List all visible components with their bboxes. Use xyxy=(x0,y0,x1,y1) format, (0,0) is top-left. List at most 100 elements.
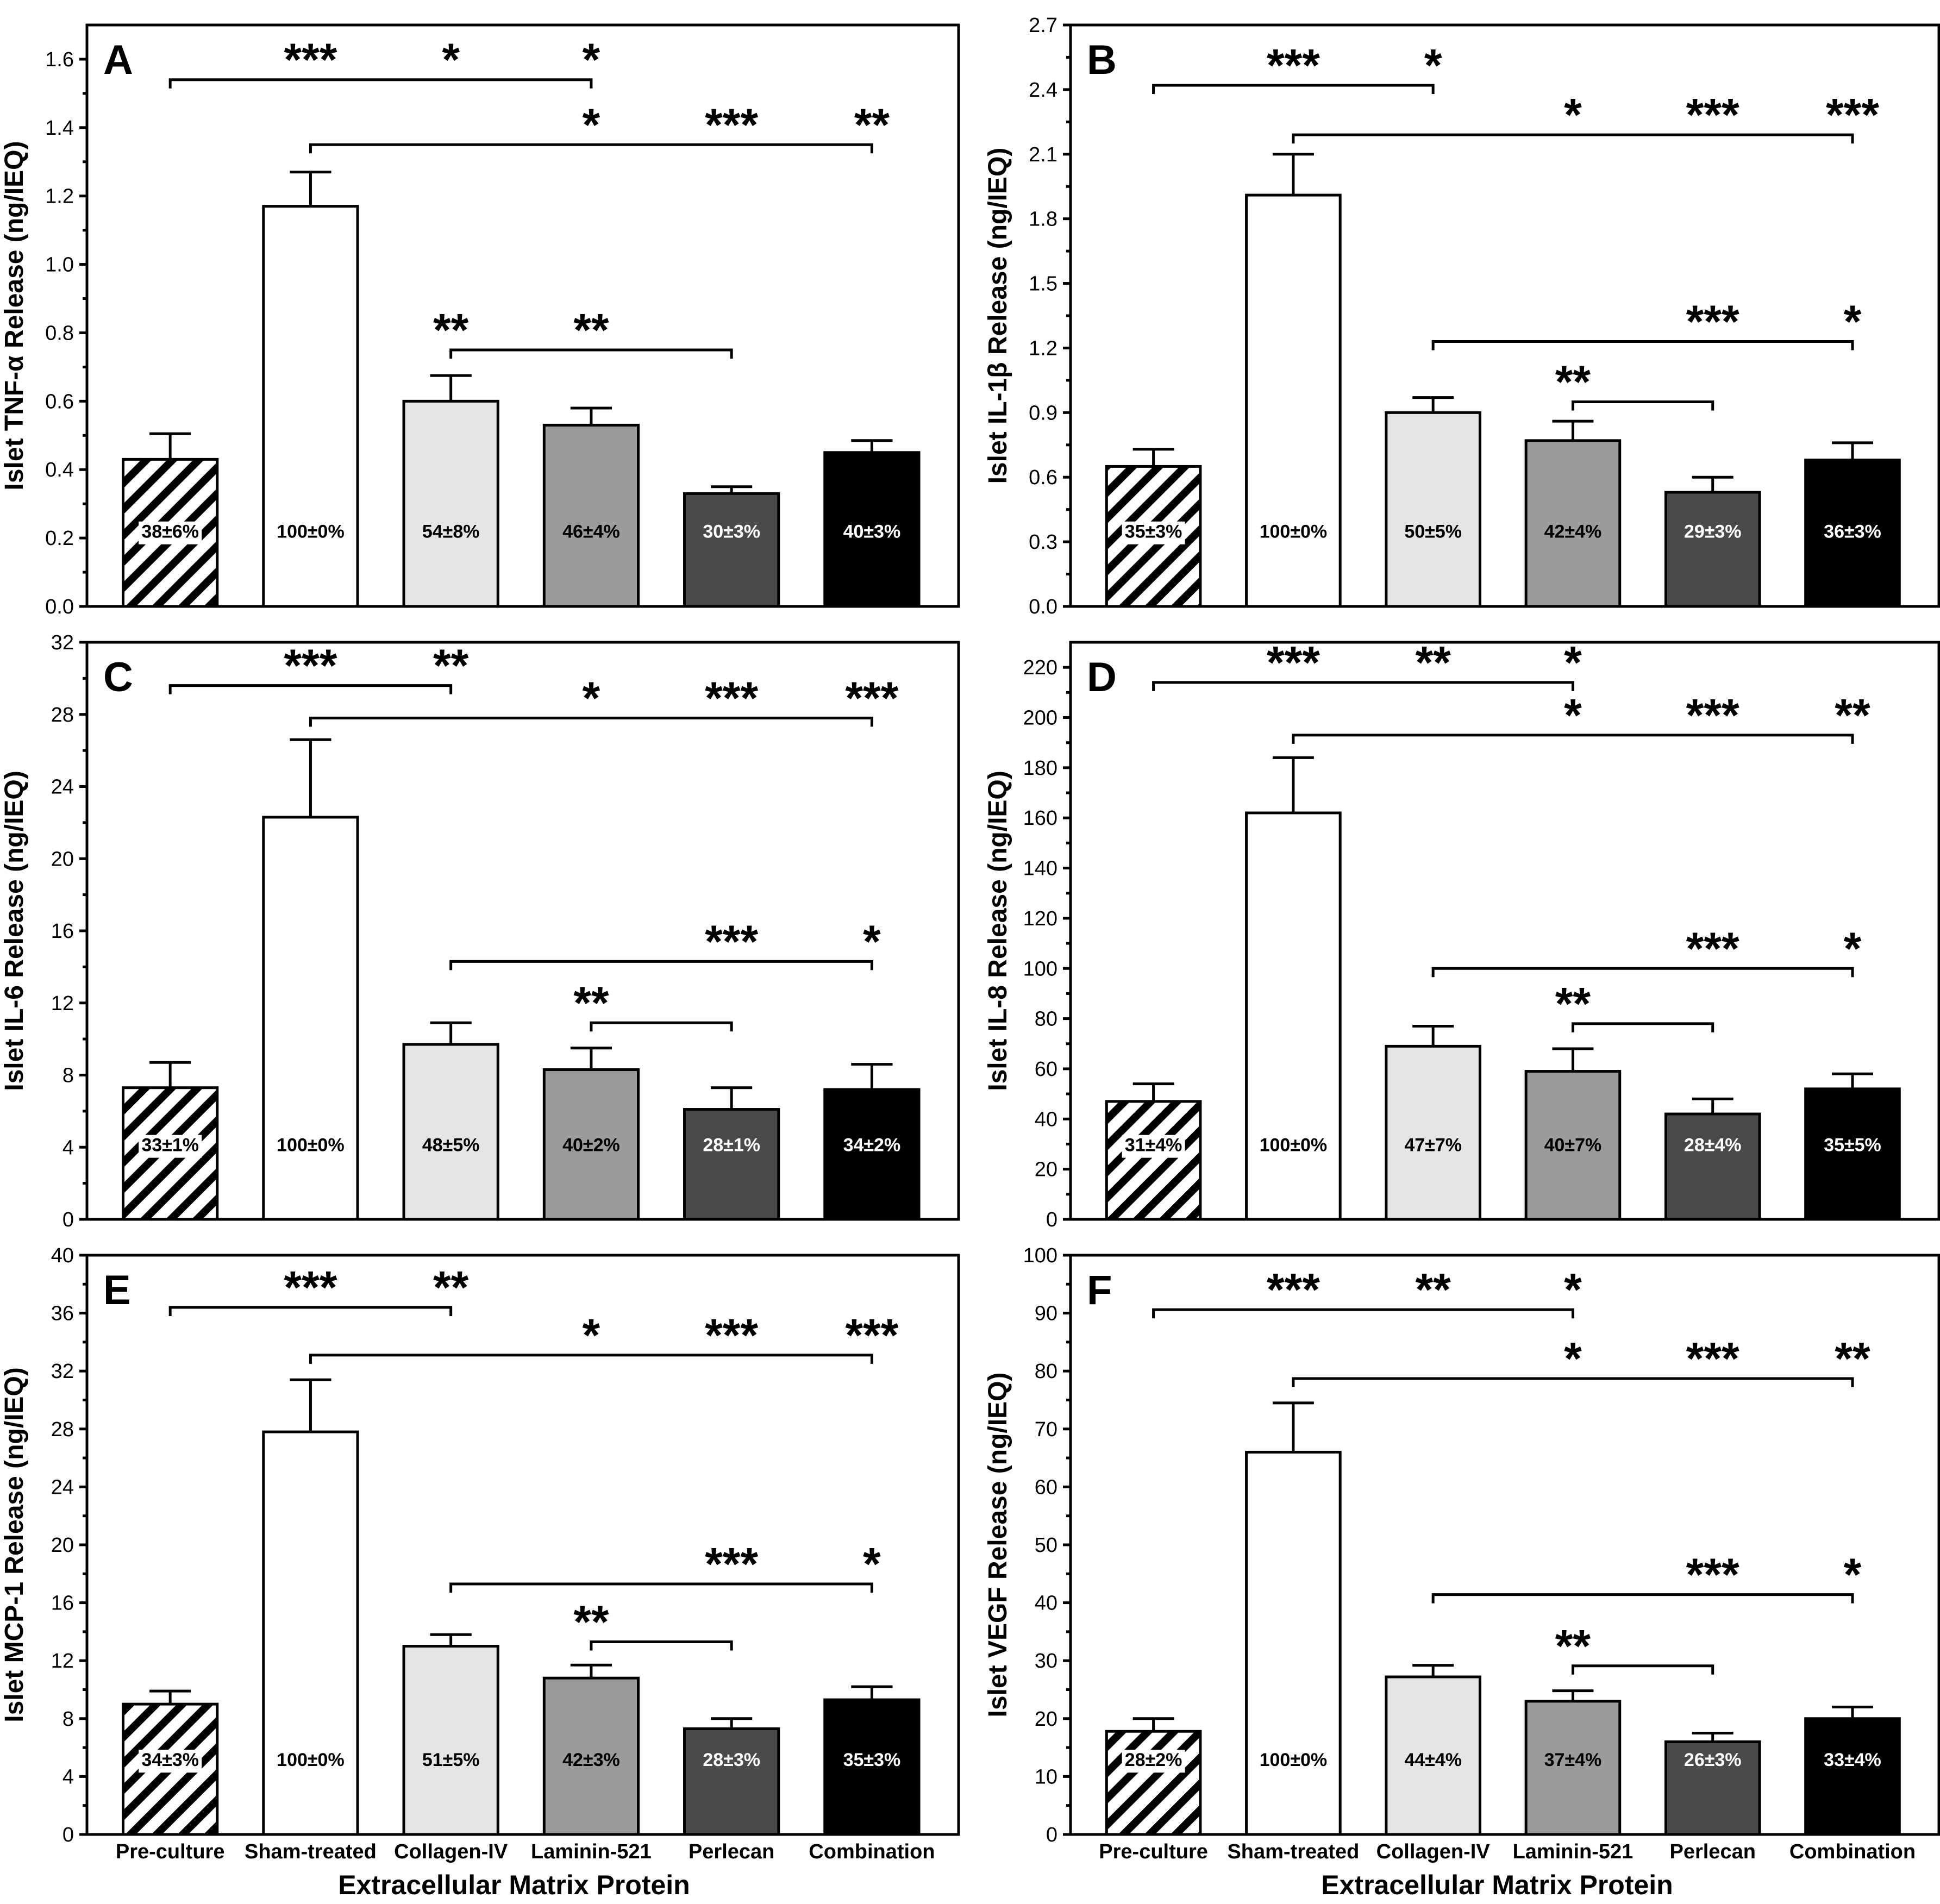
significance-bracket xyxy=(1571,1664,1714,1675)
percent-label: 100±0% xyxy=(277,1135,345,1156)
significance-bracket xyxy=(168,1306,453,1316)
y-tick-label: 28 xyxy=(51,1418,74,1441)
panel-letter-a: A xyxy=(103,37,133,83)
bar-laminin-521 xyxy=(542,1676,640,1836)
significance-bracket xyxy=(309,716,873,727)
bar-laminin-521 xyxy=(542,423,640,608)
y-tick-label: 0.6 xyxy=(1029,466,1057,489)
y-tick-label: 24 xyxy=(51,1476,74,1499)
significance-bracket xyxy=(309,1354,873,1364)
percent-label: 42±3% xyxy=(562,1750,620,1770)
percent-label: 44±4% xyxy=(1404,1750,1462,1770)
y-tick-label: 2.7 xyxy=(1029,14,1057,37)
chart-panel-d: 0 20 40 60 80 100 120 140 160 180 200 220 Islet IL-8… xyxy=(984,637,1940,1231)
percent-label: 46±4% xyxy=(562,522,620,542)
y-tick-label: 180 xyxy=(1023,757,1057,780)
significance-stars: *** xyxy=(1267,1264,1320,1315)
significance-bracket xyxy=(1431,1593,1854,1604)
significance-stars: ** xyxy=(1555,1620,1591,1671)
percent-label: 35±3% xyxy=(843,1750,901,1770)
y-tick-label: 60 xyxy=(1035,1476,1057,1499)
bar-laminin-521 xyxy=(1524,1700,1622,1836)
y-tick-label: 30 xyxy=(1035,1650,1057,1673)
percent-label: 26±3% xyxy=(1684,1750,1742,1770)
percent-label-bg xyxy=(1122,1750,1185,1773)
bar-combination xyxy=(823,451,921,608)
significance-bracket xyxy=(449,348,733,359)
bar-combination xyxy=(1804,459,1901,608)
percent-label: 35±5% xyxy=(1824,1135,1881,1156)
significance-stars: ** xyxy=(854,99,890,150)
bar-collagen-iv xyxy=(402,1645,499,1836)
x-category-label: Pre-culture xyxy=(116,1840,225,1863)
chart-panel-b: 0.0 0.3 0.6 0.9 1.2 1.5 1.8 2.1 2.4 2.7 Islet IL-1… xyxy=(984,14,1940,618)
bar-combination xyxy=(823,1088,921,1221)
significance-bracket xyxy=(449,960,873,970)
bar-combination xyxy=(1804,1717,1901,1836)
significance-stars: *** xyxy=(1686,89,1739,140)
y-tick-label: 90 xyxy=(1035,1302,1057,1325)
y-tick-label: 32 xyxy=(51,1360,74,1383)
chart-panel-f: 0 10 20 30 40 50 60 70 80 90 100 Islet VEGF Release… xyxy=(984,1244,1940,1846)
y-tick-label: 20 xyxy=(51,1534,74,1557)
x-axis-title-left: Extracellular Matrix Protein xyxy=(338,1870,690,1900)
y-tick-label: 70 xyxy=(1035,1418,1057,1441)
axes-frame-d xyxy=(1069,641,1940,1221)
significance-stars: * xyxy=(1844,296,1862,347)
y-tick-label: 100 xyxy=(1023,957,1057,980)
y-tick-label: 1.6 xyxy=(45,48,74,71)
percent-label: 100±0% xyxy=(1260,1135,1328,1156)
percent-label: 29±3% xyxy=(1684,522,1742,542)
y-tick-label: 0.6 xyxy=(45,390,74,413)
significance-stars: ** xyxy=(1415,1264,1451,1315)
y-tick-label: 0.4 xyxy=(45,459,74,481)
significance-stars: * xyxy=(863,916,881,967)
significance-stars: ** xyxy=(1415,637,1451,688)
y-axis-title-c: Islet IL-6 Release (ng/IEQ) xyxy=(0,771,29,1091)
x-category-label: Pre-culture xyxy=(1099,1840,1208,1863)
y-axis-title-b: Islet IL-1β Release (ng/IEQ) xyxy=(984,148,1012,484)
y-axis-title-f: Islet VEGF Release (ng/IEQ) xyxy=(984,1373,1012,1718)
y-tick-label: 32 xyxy=(51,631,74,654)
percent-label: 54±8% xyxy=(422,522,480,542)
bar-combination xyxy=(1804,1087,1901,1221)
bar-collagen-iv xyxy=(402,399,499,608)
percent-label-bg xyxy=(139,1750,202,1773)
y-tick-label: 80 xyxy=(1035,1360,1057,1383)
x-category-label: Perlecan xyxy=(1669,1840,1755,1863)
significance-bracket xyxy=(309,143,873,154)
significance-stars: ** xyxy=(1835,1333,1870,1384)
y-tick-label: 1.8 xyxy=(1029,208,1057,231)
significance-bracket xyxy=(168,684,453,694)
percent-label: 28±4% xyxy=(1684,1135,1742,1156)
y-tick-label: 12 xyxy=(51,992,74,1015)
significance-stars: * xyxy=(1424,40,1442,91)
significance-stars: *** xyxy=(1826,89,1879,140)
y-tick-label: 0.3 xyxy=(1029,531,1057,554)
significance-bracket xyxy=(1292,1377,1854,1388)
significance-stars: *** xyxy=(1267,40,1320,91)
bar-perlecan xyxy=(1664,1112,1761,1221)
bar-sham-treated xyxy=(1245,1450,1342,1836)
percent-label-bg xyxy=(139,1135,202,1158)
y-tick-label: 0.8 xyxy=(45,322,74,345)
y-tick-label: 4 xyxy=(62,1136,74,1159)
significance-stars: ** xyxy=(573,977,609,1028)
bar-pre-culture xyxy=(1105,1100,1202,1221)
percent-label: 51±5% xyxy=(422,1750,480,1770)
y-tick-label: 16 xyxy=(51,1592,74,1615)
percent-label: 100±0% xyxy=(1260,522,1328,542)
significance-bracket xyxy=(1571,1022,1714,1032)
percent-label: 31±4% xyxy=(1125,1135,1182,1156)
percent-label-bg xyxy=(1122,1135,1185,1158)
y-tick-label: 20 xyxy=(1035,1158,1057,1181)
y-tick-label: 160 xyxy=(1023,807,1057,830)
significance-stars: * xyxy=(583,672,600,723)
significance-stars: ** xyxy=(573,304,609,355)
y-tick-label: 140 xyxy=(1023,857,1057,880)
x-category-label: Laminin-521 xyxy=(531,1840,652,1863)
significance-bracket xyxy=(1292,133,1854,144)
significance-stars: * xyxy=(1844,923,1862,974)
panel-letter-f: F xyxy=(1087,1267,1112,1313)
axes-frame-a xyxy=(85,23,960,608)
